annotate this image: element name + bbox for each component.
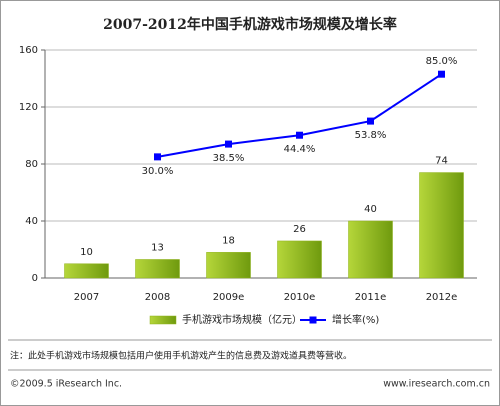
bar [206,252,251,279]
bar-label: 74 [435,156,448,167]
bar-label: 13 [151,242,164,253]
line-marker [225,140,232,148]
line-marker [296,131,303,139]
y-tick-label: 120 [19,102,38,113]
y-tick-label: 160 [19,45,38,56]
legend-swatch [149,315,177,325]
line-label: 44.4% [284,144,316,155]
line-marker [367,117,374,125]
x-tick-label: 2011e [355,292,387,303]
source: ©2009.5 iResearch Inc. [10,379,122,390]
x-tick-label: 2008 [145,292,170,303]
note: 注：此处手机游戏市场规模包括用户使用手机游戏产生的信息费及游戏道具费等营收。 [10,350,352,362]
x-tick-label: 2007 [74,292,99,303]
bar [277,240,322,279]
y-tick-label: 40 [25,216,38,227]
url: www.iresearch.com.cn [383,379,490,390]
line-label: 30.0% [142,166,174,177]
line-marker [154,153,161,161]
x-tick-label: 2010e [284,292,316,303]
y-tick-label: 0 [32,273,38,284]
bar-label: 40 [364,204,377,215]
bar [348,220,393,279]
bar [64,263,109,279]
legend-label: 手机游戏市场规模（亿元） [182,313,302,326]
line-marker [438,70,445,78]
legend-label: 增长率(%) [332,313,379,326]
x-tick-label: 2012e [426,292,458,303]
line-label: 38.5% [213,153,245,164]
line-label: 85.0% [426,56,458,67]
bar-label: 26 [293,224,306,235]
y-tick-label: 80 [25,159,38,170]
chart-title: 2007-2012年中国手机游戏市场规模及增长率 [103,16,397,33]
line-label: 53.8% [355,130,387,141]
bar [419,172,464,279]
bar-label: 10 [80,247,93,258]
bar-label: 18 [222,235,235,246]
legend-swatch [309,316,317,324]
bar [135,259,180,279]
x-tick-label: 2009e [213,292,245,303]
